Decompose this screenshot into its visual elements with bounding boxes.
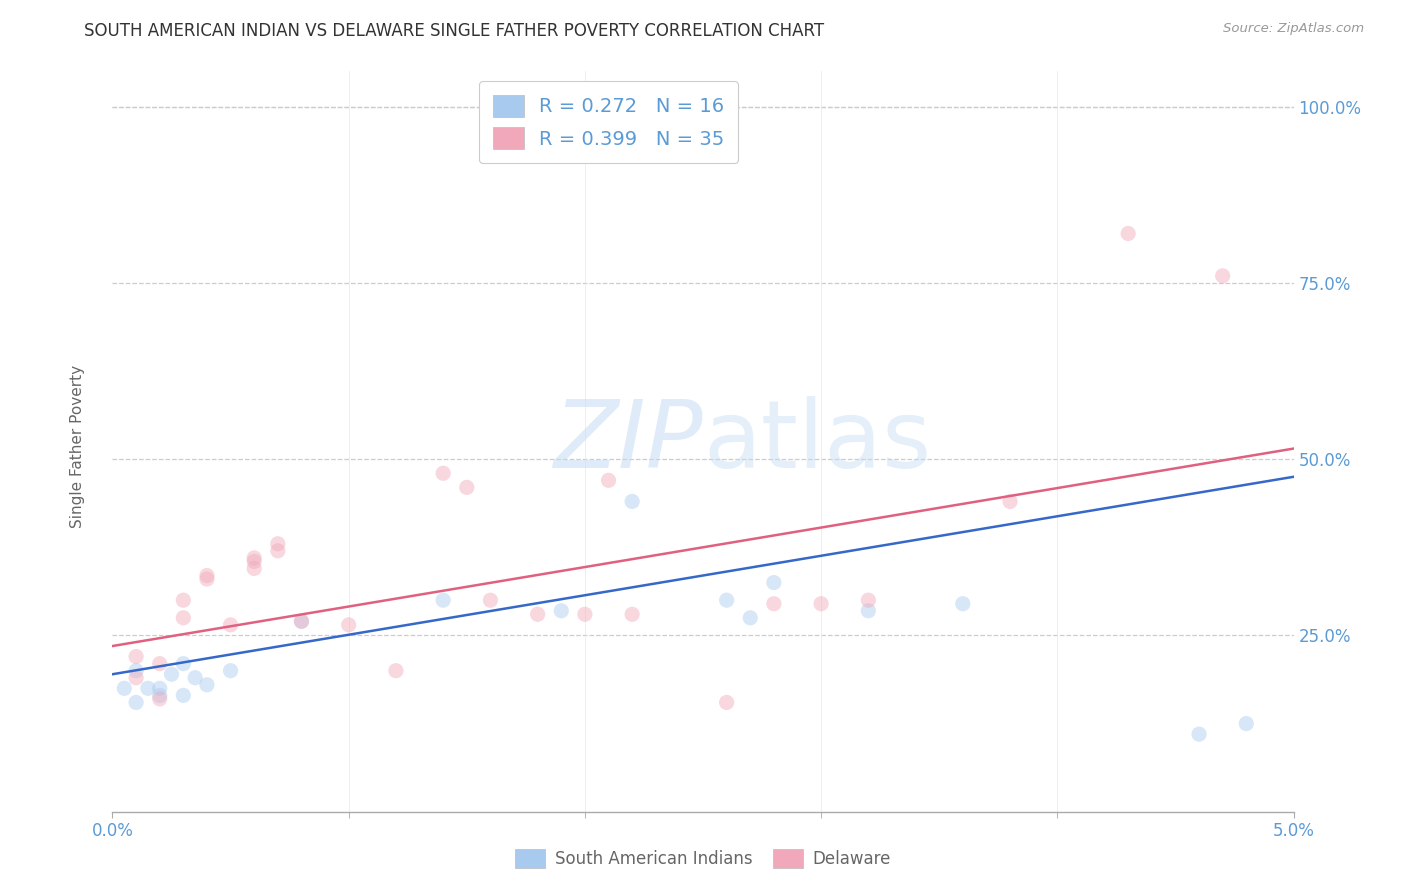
Text: Source: ZipAtlas.com: Source: ZipAtlas.com (1223, 22, 1364, 36)
Point (125, 649, 148, 664)
Point (125, 695, 148, 709)
Text: atlas: atlas (703, 395, 931, 488)
Point (337, 618, 360, 632)
Point (526, 607, 548, 622)
Point (195, 572, 218, 586)
Point (172, 657, 194, 671)
Point (149, 657, 172, 671)
Point (1212, 268, 1234, 283)
Point (267, 537, 290, 551)
Point (574, 607, 596, 622)
Point (149, 689, 172, 703)
Point (112, 681, 135, 696)
Point (621, 607, 644, 622)
Point (136, 681, 159, 696)
Text: ZIP: ZIP (554, 396, 703, 487)
Point (762, 575, 785, 590)
Point (858, 604, 880, 618)
Point (149, 681, 172, 696)
Point (219, 664, 242, 678)
Point (290, 615, 312, 629)
Point (1116, 227, 1139, 241)
Point (243, 550, 266, 565)
Point (125, 671, 148, 685)
Point (598, 473, 620, 487)
Text: SOUTH AMERICAN INDIAN VS DELAWARE SINGLE FATHER POVERTY CORRELATION CHART: SOUTH AMERICAN INDIAN VS DELAWARE SINGLE… (84, 22, 824, 40)
Point (160, 667, 183, 681)
Point (432, 467, 454, 481)
Point (716, 593, 738, 607)
Point (184, 671, 207, 685)
Point (172, 611, 194, 625)
Point (243, 554, 266, 568)
Point (172, 593, 194, 607)
Point (149, 692, 172, 706)
Point (740, 611, 762, 625)
Point (1234, 716, 1257, 731)
Point (195, 568, 218, 582)
Point (267, 544, 290, 558)
Point (858, 593, 880, 607)
Point (385, 664, 408, 678)
Point (243, 561, 266, 575)
Point (195, 678, 218, 692)
Point (998, 494, 1021, 508)
Point (432, 593, 454, 607)
Point (762, 597, 785, 611)
Point (621, 494, 644, 508)
Legend: R = 0.272   N = 16, R = 0.399   N = 35: R = 0.272 N = 16, R = 0.399 N = 35 (479, 81, 738, 163)
Point (125, 664, 148, 678)
Legend: South American Indians, Delaware: South American Indians, Delaware (509, 843, 897, 875)
Point (1188, 727, 1211, 741)
Point (172, 689, 194, 703)
Point (479, 593, 502, 607)
Point (290, 615, 312, 629)
Point (810, 597, 832, 611)
Point (456, 480, 478, 494)
Point (219, 618, 242, 632)
Text: Single Father Poverty: Single Father Poverty (70, 365, 84, 527)
Point (952, 597, 974, 611)
Point (550, 604, 572, 618)
Point (716, 695, 738, 709)
